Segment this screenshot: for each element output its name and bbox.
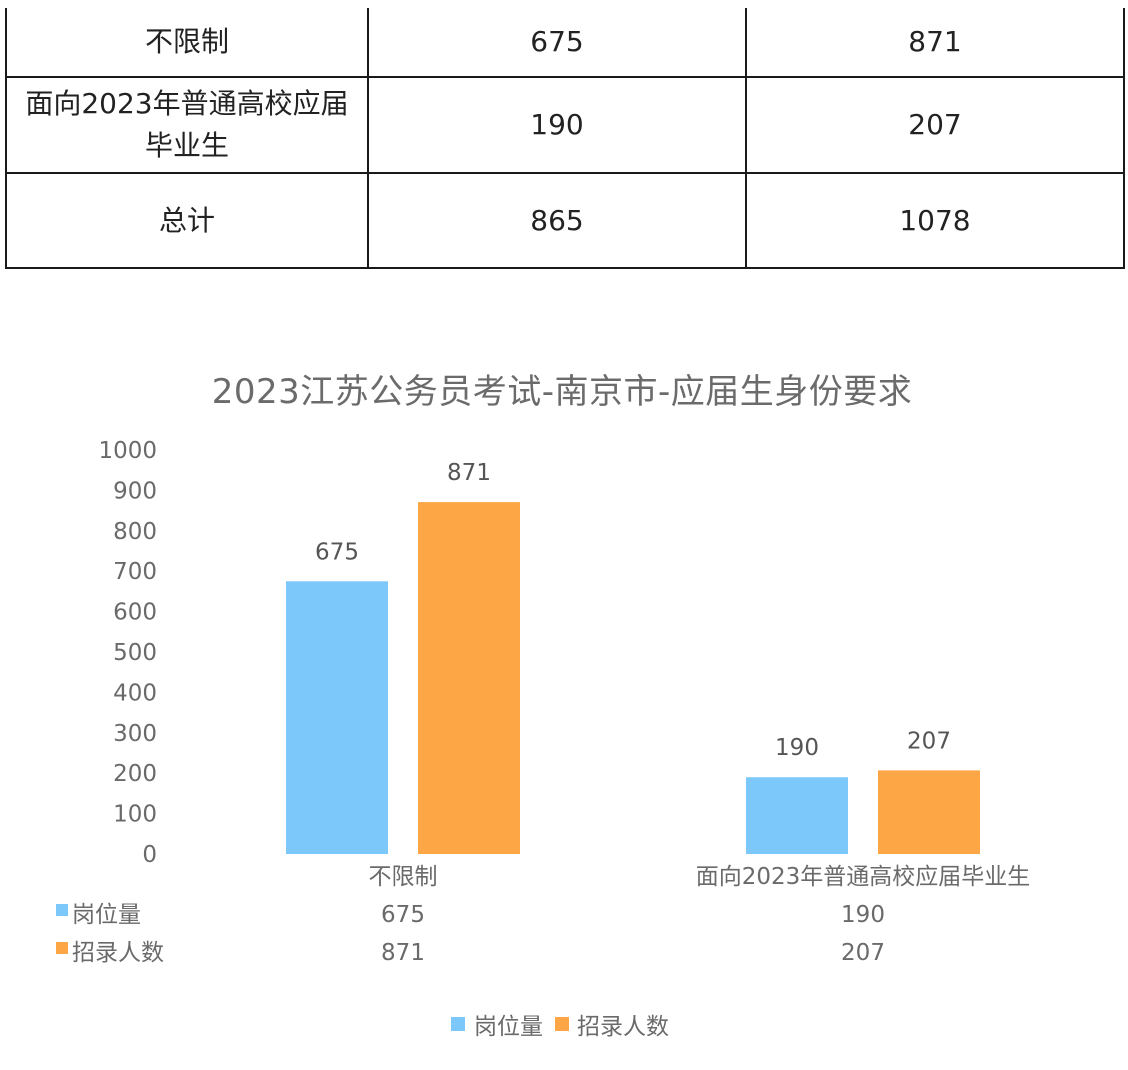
data-table-cell: 675 [381, 902, 425, 928]
table-cell: 207 [745, 76, 1125, 174]
chart-plot: 0 100 200 300 400 500 600 700 800 900 1000 675 190 87… [56, 438, 1031, 1040]
table-cell: 总计 [5, 172, 369, 269]
data-table-series-label: 岗位量 [72, 902, 141, 928]
table-cell: 1078 [745, 172, 1125, 269]
data-table-cell: 190 [841, 902, 885, 928]
bar-chart: 2023江苏公务员考试-南京市-应届生身份要求 0 100 200 300 400 500… [0, 340, 1128, 1060]
y-tick-label: 800 [113, 519, 157, 545]
y-tick-label: 500 [113, 640, 157, 666]
data-label: 675 [315, 539, 359, 565]
y-tick-label: 1000 [98, 438, 157, 464]
data-table-cell: 207 [841, 940, 885, 966]
y-tick-label: 0 [142, 842, 157, 868]
chart-title: 2023江苏公务员考试-南京市-应届生身份要求 [211, 372, 913, 412]
bar [746, 777, 848, 854]
table-row: 面向2023年普通高校应届毕业生 190 207 [5, 76, 1125, 174]
y-tick-label: 400 [113, 680, 157, 706]
table-row: 总计 865 1078 [5, 172, 1125, 269]
data-table-series-label: 招录人数 [72, 940, 164, 966]
legend-label: 岗位量 [474, 1014, 543, 1040]
table-cell: 865 [367, 172, 747, 269]
y-tick-label: 900 [113, 478, 157, 504]
y-tick-label: 200 [113, 761, 157, 787]
y-tick-label: 600 [113, 600, 157, 626]
data-label: 871 [447, 460, 491, 486]
y-tick-label: 700 [113, 559, 157, 585]
bar [878, 770, 980, 854]
bar [286, 581, 388, 854]
y-tick-label: 100 [113, 802, 157, 828]
table-row: 不限制 675 871 [5, 8, 1125, 78]
legend-swatch [451, 1017, 465, 1031]
table-cell: 不限制 [5, 8, 369, 78]
summary-table: 不限制 675 871 面向2023年普通高校应届毕业生 190 207 总计 … [5, 8, 1125, 269]
legend-swatch [555, 1017, 569, 1031]
bar [418, 502, 520, 854]
legend-key [56, 942, 68, 954]
legend-label: 招录人数 [577, 1014, 669, 1040]
x-tick-label: 不限制 [369, 864, 438, 890]
table-cell: 190 [367, 76, 747, 174]
data-table-cell: 871 [381, 940, 425, 966]
table-cell: 675 [367, 8, 747, 78]
legend-key [56, 904, 68, 916]
table-cell: 面向2023年普通高校应届毕业生 [5, 76, 369, 174]
table-cell: 871 [745, 8, 1125, 78]
data-label: 207 [907, 728, 951, 754]
y-tick-label: 300 [113, 721, 157, 747]
x-tick-label: 面向2023年普通高校应届毕业生 [696, 864, 1031, 890]
data-label: 190 [775, 735, 819, 761]
